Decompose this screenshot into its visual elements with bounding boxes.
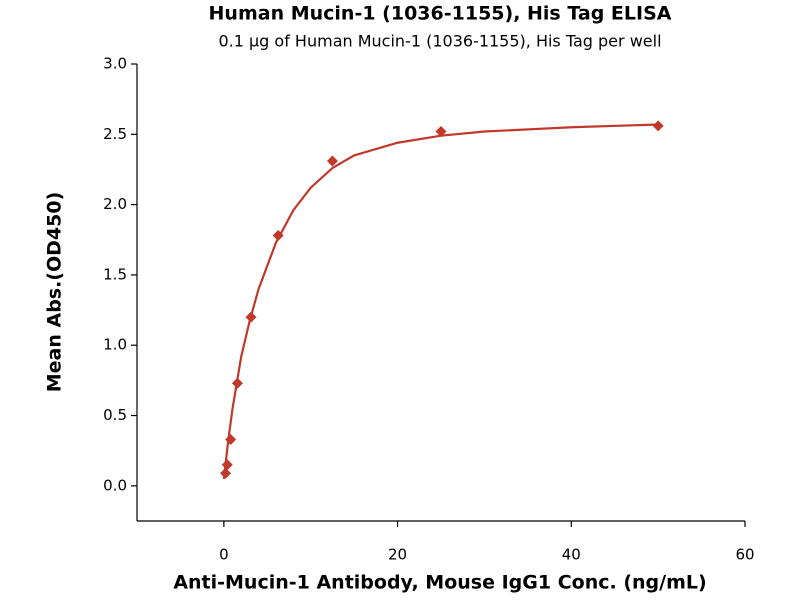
y-tick-label: 3.0 (103, 55, 127, 73)
y-tick-label: 1.0 (103, 336, 127, 354)
x-tick-label: 60 (735, 546, 754, 564)
chart-subtitle: 0.1 μg of Human Mucin-1 (1036-1155), His… (218, 32, 661, 51)
y-tick-label: 0.0 (103, 476, 127, 494)
data-point (231, 377, 243, 389)
chart-title: Human Mucin-1 (1036-1155), His Tag ELISA (209, 3, 672, 25)
y-tick-label: 2.0 (103, 195, 127, 213)
x-axis-label: Anti-Mucin-1 Antibody, Mouse IgG1 Conc. … (173, 572, 706, 594)
y-tick-label: 0.5 (103, 406, 127, 424)
data-point (225, 433, 237, 445)
fit-curve (222, 123, 659, 479)
data-point (220, 467, 232, 479)
y-tick-label: 2.5 (103, 125, 127, 143)
x-tick-label: 0 (219, 546, 229, 564)
y-tick-label: 1.5 (103, 265, 127, 283)
data-point (652, 120, 664, 132)
data-point (272, 230, 284, 242)
x-tick-label: 40 (562, 546, 581, 564)
data-point (221, 459, 233, 471)
data-point (245, 311, 257, 323)
x-tick-label: 20 (388, 546, 407, 564)
y-axis-label: Mean Abs.(OD450) (44, 192, 66, 393)
data-point (435, 125, 447, 137)
data-point (326, 155, 338, 167)
